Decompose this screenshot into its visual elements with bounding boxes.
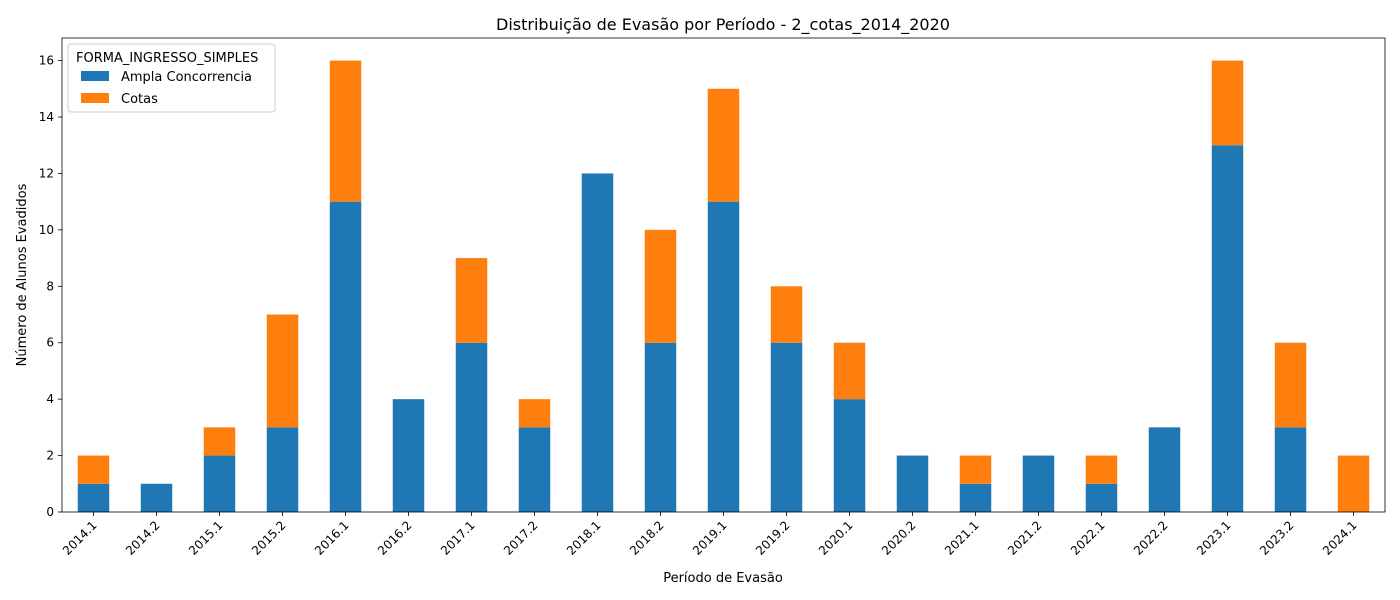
bar-cotas-2020.1 xyxy=(833,342,866,400)
x-tick-label: 2018.1 xyxy=(564,518,604,558)
x-tick-label: 2016.1 xyxy=(312,518,352,558)
bar-cotas-2023.2 xyxy=(1274,342,1307,428)
y-tick-label: 2 xyxy=(46,449,54,463)
x-tick-label: 2020.2 xyxy=(879,518,919,558)
bar-ampla-concorrencia-2022.1 xyxy=(1085,483,1118,512)
x-tick-label: 2024.1 xyxy=(1320,518,1360,558)
bar-ampla-concorrencia-2017.2 xyxy=(518,427,551,512)
bar-cotas-2024.1 xyxy=(1337,455,1370,512)
bar-ampla-concorrencia-2018.1 xyxy=(581,173,614,512)
x-tick-label: 2014.1 xyxy=(60,518,100,558)
y-tick-label: 0 xyxy=(46,505,54,519)
plot-frame xyxy=(61,37,1386,513)
x-tick-label: 2017.2 xyxy=(501,518,541,558)
bar-cotas-2019.2 xyxy=(770,286,803,343)
bar-ampla-concorrencia-2015.2 xyxy=(266,427,299,512)
x-tick-label: 2015.1 xyxy=(186,518,226,558)
bar-ampla-concorrencia-2020.1 xyxy=(833,399,866,512)
y-tick-label: 12 xyxy=(39,166,54,180)
x-tick-label: 2019.1 xyxy=(690,518,730,558)
x-tick-label: 2022.1 xyxy=(1068,518,1108,558)
bar-ampla-concorrencia-2019.1 xyxy=(707,201,740,512)
bar-ampla-concorrencia-2018.2 xyxy=(644,342,677,512)
bar-cotas-2022.1 xyxy=(1085,455,1118,484)
y-tick-label: 6 xyxy=(46,336,54,350)
bar-cotas-2017.2 xyxy=(518,399,551,428)
legend: FORMA_INGRESSO_SIMPLES Ampla Concorrenci… xyxy=(67,43,276,113)
bar-ampla-concorrencia-2016.2 xyxy=(392,399,425,512)
legend-swatch-cotas xyxy=(81,93,109,103)
bar-ampla-concorrencia-2023.2 xyxy=(1274,427,1307,512)
bar-ampla-concorrencia-2021.2 xyxy=(1022,455,1055,512)
bar-cotas-2016.1 xyxy=(329,60,362,202)
bar-ampla-concorrencia-2014.1 xyxy=(77,483,110,512)
x-tick-label: 2014.2 xyxy=(123,518,163,558)
legend-title: FORMA_INGRESSO_SIMPLES xyxy=(76,51,258,66)
bar-ampla-concorrencia-2019.2 xyxy=(770,342,803,512)
x-axis-title: Período de Evasão xyxy=(663,571,783,586)
y-axis-ticks: 0 2 4 6 8 10 12 14 16 xyxy=(39,54,62,519)
bars-group xyxy=(77,60,1370,512)
bar-cotas-2023.1 xyxy=(1211,60,1244,146)
x-tick-label: 2015.2 xyxy=(249,518,289,558)
chart-title: Distribuição de Evasão por Período - 2_c… xyxy=(496,15,950,35)
legend-swatch-ampla-concorrencia xyxy=(81,71,109,81)
bar-cotas-2017.1 xyxy=(455,258,488,343)
y-tick-label: 10 xyxy=(39,223,54,237)
bar-cotas-2019.1 xyxy=(707,88,740,202)
bar-ampla-concorrencia-2014.2 xyxy=(140,483,173,512)
y-tick-label: 8 xyxy=(46,279,54,293)
bar-ampla-concorrencia-2020.2 xyxy=(896,455,929,512)
bar-cotas-2015.1 xyxy=(203,427,236,456)
x-tick-label: 2023.1 xyxy=(1194,518,1234,558)
bar-cotas-2021.1 xyxy=(959,455,992,484)
x-tick-label: 2021.2 xyxy=(1005,518,1045,558)
bar-cotas-2014.1 xyxy=(77,455,110,484)
x-tick-label: 2023.2 xyxy=(1257,518,1297,558)
bar-ampla-concorrencia-2017.1 xyxy=(455,342,488,512)
x-tick-label: 2022.2 xyxy=(1131,518,1171,558)
bar-ampla-concorrencia-2023.1 xyxy=(1211,145,1244,512)
legend-box xyxy=(67,43,276,113)
y-tick-label: 14 xyxy=(39,110,54,124)
y-axis-title: Número de Alunos Evadidos xyxy=(15,183,30,366)
x-tick-label: 2021.1 xyxy=(942,518,982,558)
legend-label-cotas: Cotas xyxy=(121,92,158,107)
x-tick-label: 2018.2 xyxy=(627,518,667,558)
y-tick-label: 4 xyxy=(46,392,54,406)
bar-ampla-concorrencia-2021.1 xyxy=(959,483,992,512)
x-tick-label: 2017.1 xyxy=(438,518,478,558)
x-tick-label: 2019.2 xyxy=(753,518,793,558)
bar-ampla-concorrencia-2022.2 xyxy=(1148,427,1181,512)
x-tick-label: 2016.2 xyxy=(375,518,415,558)
legend-label-ampla-concorrencia: Ampla Concorrencia xyxy=(121,70,252,85)
bar-ampla-concorrencia-2016.1 xyxy=(329,201,362,512)
bar-cotas-2018.2 xyxy=(644,229,677,343)
bar-cotas-2015.2 xyxy=(266,314,299,428)
x-tick-label: 2020.1 xyxy=(816,518,856,558)
bar-ampla-concorrencia-2015.1 xyxy=(203,455,236,512)
y-tick-label: 16 xyxy=(39,54,54,68)
x-axis-ticks: 2014.1 2014.2 2015.1 2015.2 2016.1 2016.2 2017… xyxy=(60,512,1360,558)
